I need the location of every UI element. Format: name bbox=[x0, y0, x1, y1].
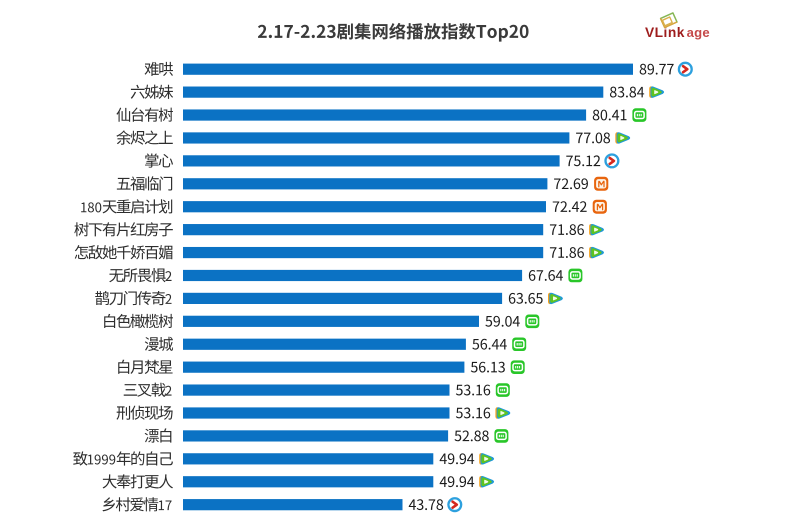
svg-text:age: age bbox=[687, 25, 710, 40]
svg-text:VLink: VLink bbox=[645, 25, 685, 40]
